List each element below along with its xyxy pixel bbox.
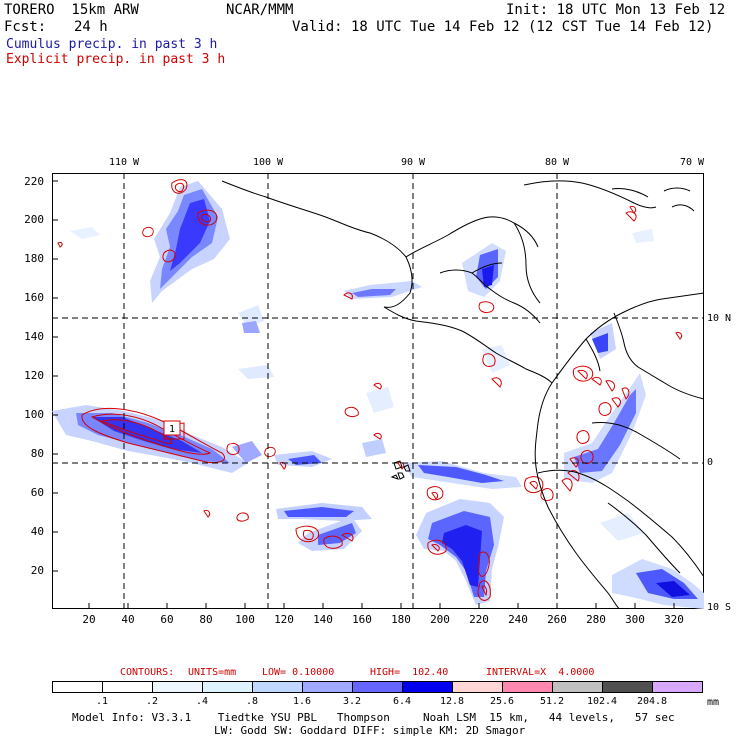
contours-label: CONTOURS: <box>120 667 175 678</box>
lon-label-100w: 100 W <box>252 157 284 168</box>
physics-info: LW: Godd SW: Goddard DIFF: simple KM: 2D… <box>214 724 526 737</box>
tick-marks <box>52 180 675 609</box>
colorbar-label: 25.6 <box>489 696 515 707</box>
colorbar-label: 3.2 <box>342 696 362 707</box>
explicit-legend: Explicit precip. in past 3 h <box>6 52 226 67</box>
x-tick: 240 <box>508 613 528 626</box>
colorbar-label: 204.8 <box>636 696 668 707</box>
x-tick: 280 <box>586 613 606 626</box>
y-tick: 140 <box>24 330 44 343</box>
precip-map: 1 <box>52 173 704 609</box>
contours-interval: INTERVAL=X 4.0000 <box>486 667 595 678</box>
lon-label-110w: 110 W <box>108 157 140 168</box>
colorbar-label: 12.8 <box>439 696 465 707</box>
y-tick: 60 <box>30 486 44 499</box>
forecast-hours: 24 h <box>74 19 108 35</box>
y-tick: 220 <box>24 175 44 188</box>
x-tick: 220 <box>469 613 489 626</box>
y-tick: 80 <box>30 447 44 460</box>
init-time: Init: 18 UTC Mon 13 Feb 12 <box>506 2 726 18</box>
colorbar-swatch <box>302 681 353 693</box>
lat-lon-grid <box>52 173 704 609</box>
colorbar-label: .1 <box>95 696 109 707</box>
x-tick: 260 <box>547 613 567 626</box>
coastlines <box>221 180 704 609</box>
lon-label-80w: 80 W <box>544 157 570 168</box>
x-tick: 40 <box>121 613 135 626</box>
cumulus-legend: Cumulus precip. in past 3 h <box>6 37 218 52</box>
x-tick: 20 <box>82 613 96 626</box>
lon-label-90w: 90 W <box>400 157 426 168</box>
colorbar-label: 102.4 <box>586 696 618 707</box>
colorbar-units: mm <box>707 697 720 708</box>
contours-high: HIGH= 102.40 <box>370 667 449 678</box>
x-tick: 200 <box>430 613 450 626</box>
org-label: NCAR/MMM <box>226 2 294 18</box>
lon-label-70w: 70 W <box>679 157 705 168</box>
x-tick: 80 <box>199 613 213 626</box>
high-marker: 1 <box>163 420 181 436</box>
colorbar-swatch <box>252 681 303 693</box>
x-tick: 100 <box>235 613 255 626</box>
colorbar-swatch <box>52 681 103 693</box>
colorbar-label: 1.6 <box>292 696 312 707</box>
model-title: TORERO 15km ARW <box>4 2 139 18</box>
cumulus-precip-areas <box>52 181 704 609</box>
forecast-label: Fcst: <box>4 19 47 35</box>
x-tick: 60 <box>160 613 174 626</box>
svg-text:1: 1 <box>169 424 175 435</box>
colorbar-swatch <box>452 681 503 693</box>
y-tick: 20 <box>30 564 44 577</box>
lat-label-10n: 10 N <box>707 313 732 324</box>
colorbar-swatch <box>202 681 253 693</box>
colorbar-swatch <box>152 681 203 693</box>
colorbar-swatch <box>602 681 653 693</box>
x-tick: 300 <box>625 613 645 626</box>
y-tick: 100 <box>24 408 44 421</box>
x-tick: 180 <box>391 613 411 626</box>
y-tick: 160 <box>24 291 44 304</box>
x-tick: 140 <box>313 613 333 626</box>
y-tick: 180 <box>24 252 44 265</box>
colorbar-label: 6.4 <box>392 696 412 707</box>
colorbar-label: 51.2 <box>539 696 565 707</box>
y-tick: 40 <box>30 525 44 538</box>
x-tick: 160 <box>352 613 372 626</box>
contours-low: LOW= 0.10000 <box>262 667 335 678</box>
colorbar-swatch <box>552 681 603 693</box>
y-tick: 200 <box>24 213 44 226</box>
colorbar-label: .8 <box>245 696 259 707</box>
y-tick: 120 <box>24 369 44 382</box>
colorbar-swatch <box>352 681 403 693</box>
colorbar-swatch <box>652 681 703 693</box>
colorbar-swatch <box>502 681 553 693</box>
x-tick: 320 <box>664 613 684 626</box>
explicit-precip-contours <box>57 179 683 601</box>
colorbar-label: .2 <box>145 696 159 707</box>
model-info: Model Info: V3.3.1 Tiedtke YSU PBL Thomp… <box>72 711 675 724</box>
x-tick: 120 <box>274 613 294 626</box>
valid-time: Valid: 18 UTC Tue 14 Feb 12 (12 CST Tue … <box>292 19 714 35</box>
contours-units: UNITS=mm <box>188 667 237 678</box>
colorbar-swatch <box>402 681 453 693</box>
lat-label-0: 0 <box>707 457 714 468</box>
colorbar-swatch <box>102 681 153 693</box>
lat-label-10s: 10 S <box>707 602 732 613</box>
colorbar-label: .4 <box>195 696 209 707</box>
